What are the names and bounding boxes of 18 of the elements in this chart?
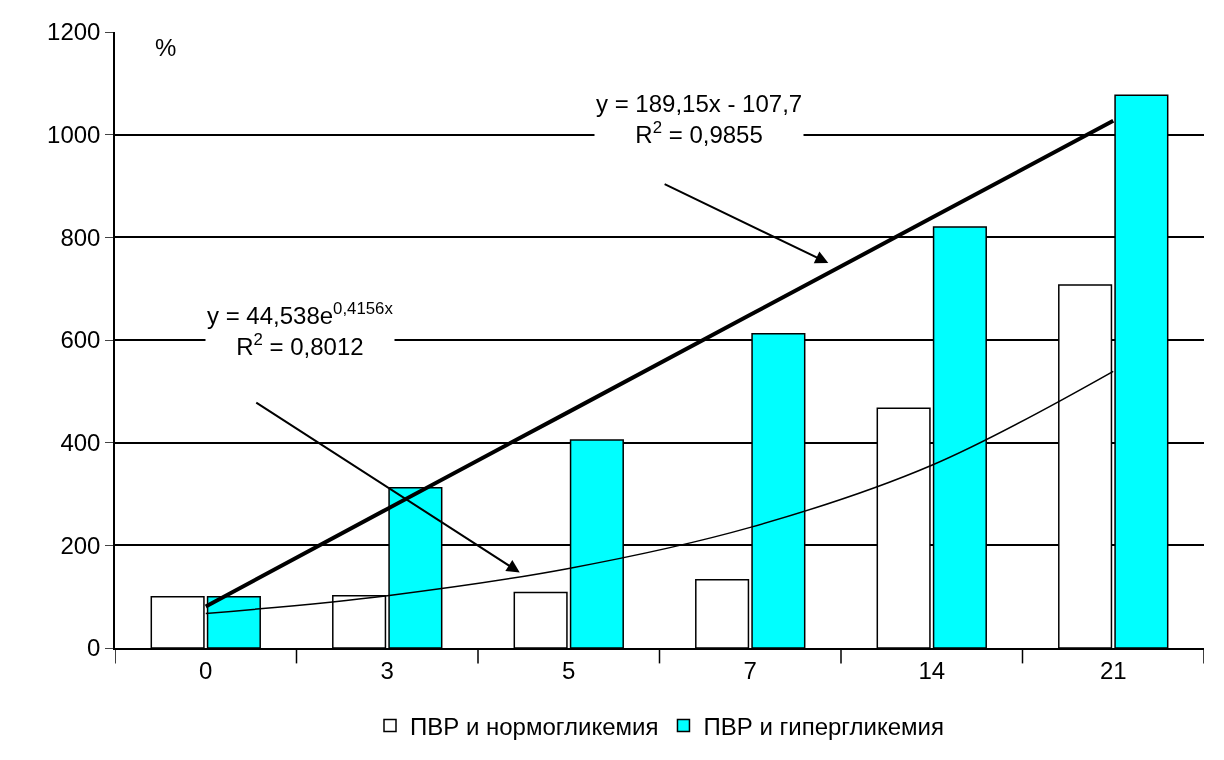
y-tick-label: 1200 bbox=[47, 18, 101, 46]
y-tick-label: 800 bbox=[60, 223, 101, 251]
y-tick-label: 200 bbox=[60, 531, 101, 559]
x-tick-label: 14 bbox=[918, 656, 946, 684]
x-tick-label: 3 bbox=[380, 656, 394, 684]
annotation: y = 189,15x - 107,7 R$^{2}$ = 0,9855 bbox=[596, 90, 803, 149]
x-tick-label: 0 bbox=[199, 656, 213, 684]
legend-label: ПВР и гипергликемия bbox=[703, 712, 944, 740]
y-tick-label: 600 bbox=[60, 326, 101, 354]
x-tick-label: 5 bbox=[562, 656, 576, 684]
y-tick-label: 0 bbox=[87, 634, 101, 662]
text: y = 44,538e$^{0,4156x}$ R$^{2}$ = 0,8012 bbox=[207, 299, 393, 361]
y-axis-title: % bbox=[155, 34, 177, 61]
legend-label: ПВР и нормогликемия bbox=[410, 712, 659, 740]
y-tick-label: 400 bbox=[60, 429, 101, 457]
y-tick-label: 1000 bbox=[47, 121, 101, 149]
x-tick-label: 21 bbox=[1099, 656, 1127, 684]
x-tick-label: 7 bbox=[743, 656, 757, 684]
